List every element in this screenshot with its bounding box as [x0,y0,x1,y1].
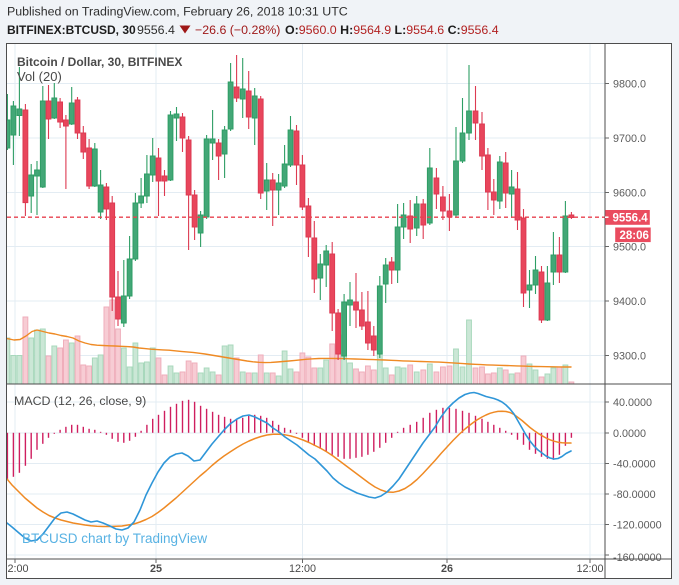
svg-text:MACD (12, 26, close, 9): MACD (12, 26, close, 9) [14,394,146,408]
svg-text:12:00: 12:00 [1,563,28,575]
svg-text:Published on TradingView.com,: Published on TradingView.com, February 2… [7,5,348,19]
svg-text:28:06: 28:06 [620,230,649,242]
svg-text:9300.0: 9300.0 [613,351,646,363]
svg-text:12:00: 12:00 [576,563,603,575]
svg-text:9556.4: 9556.4 [613,212,649,224]
svg-text:9400.0: 9400.0 [613,296,646,308]
svg-text:0.0000: 0.0000 [613,428,646,440]
svg-text:9556.4: 9556.4 [137,23,175,37]
svg-text:9700.0: 9700.0 [613,133,646,145]
svg-text:9500.0: 9500.0 [613,242,646,254]
svg-text:O:9560.0 H:9564.9 L:9554.6 C:9: O:9560.0 H:9564.9 L:9554.6 C:9556.4 [285,23,499,37]
svg-text:BTCUSD chart by TradingView: BTCUSD chart by TradingView [22,531,207,546]
svg-text:Vol (20): Vol (20) [17,69,62,84]
svg-text:Bitcoin / Dollar, 30, BITFINEX: Bitcoin / Dollar, 30, BITFINEX [17,55,182,69]
svg-text:40.0000: 40.0000 [613,397,652,409]
svg-text:9600.0: 9600.0 [613,188,646,200]
svg-text:9800.0: 9800.0 [613,79,646,91]
svg-text:−26.6 (−0.28%): −26.6 (−0.28%) [195,23,280,37]
svg-text:26: 26 [441,563,453,575]
svg-text:-160.0000: -160.0000 [613,552,662,564]
svg-text:-40.0000: -40.0000 [613,458,656,470]
svg-text:-80.0000: -80.0000 [613,489,656,501]
svg-text:BITFINEX:BTCUSD, 30: BITFINEX:BTCUSD, 30 [7,23,136,37]
svg-text:12:00: 12:00 [289,563,316,575]
svg-text:25: 25 [150,563,162,575]
svg-text:-120.0000: -120.0000 [613,520,662,532]
